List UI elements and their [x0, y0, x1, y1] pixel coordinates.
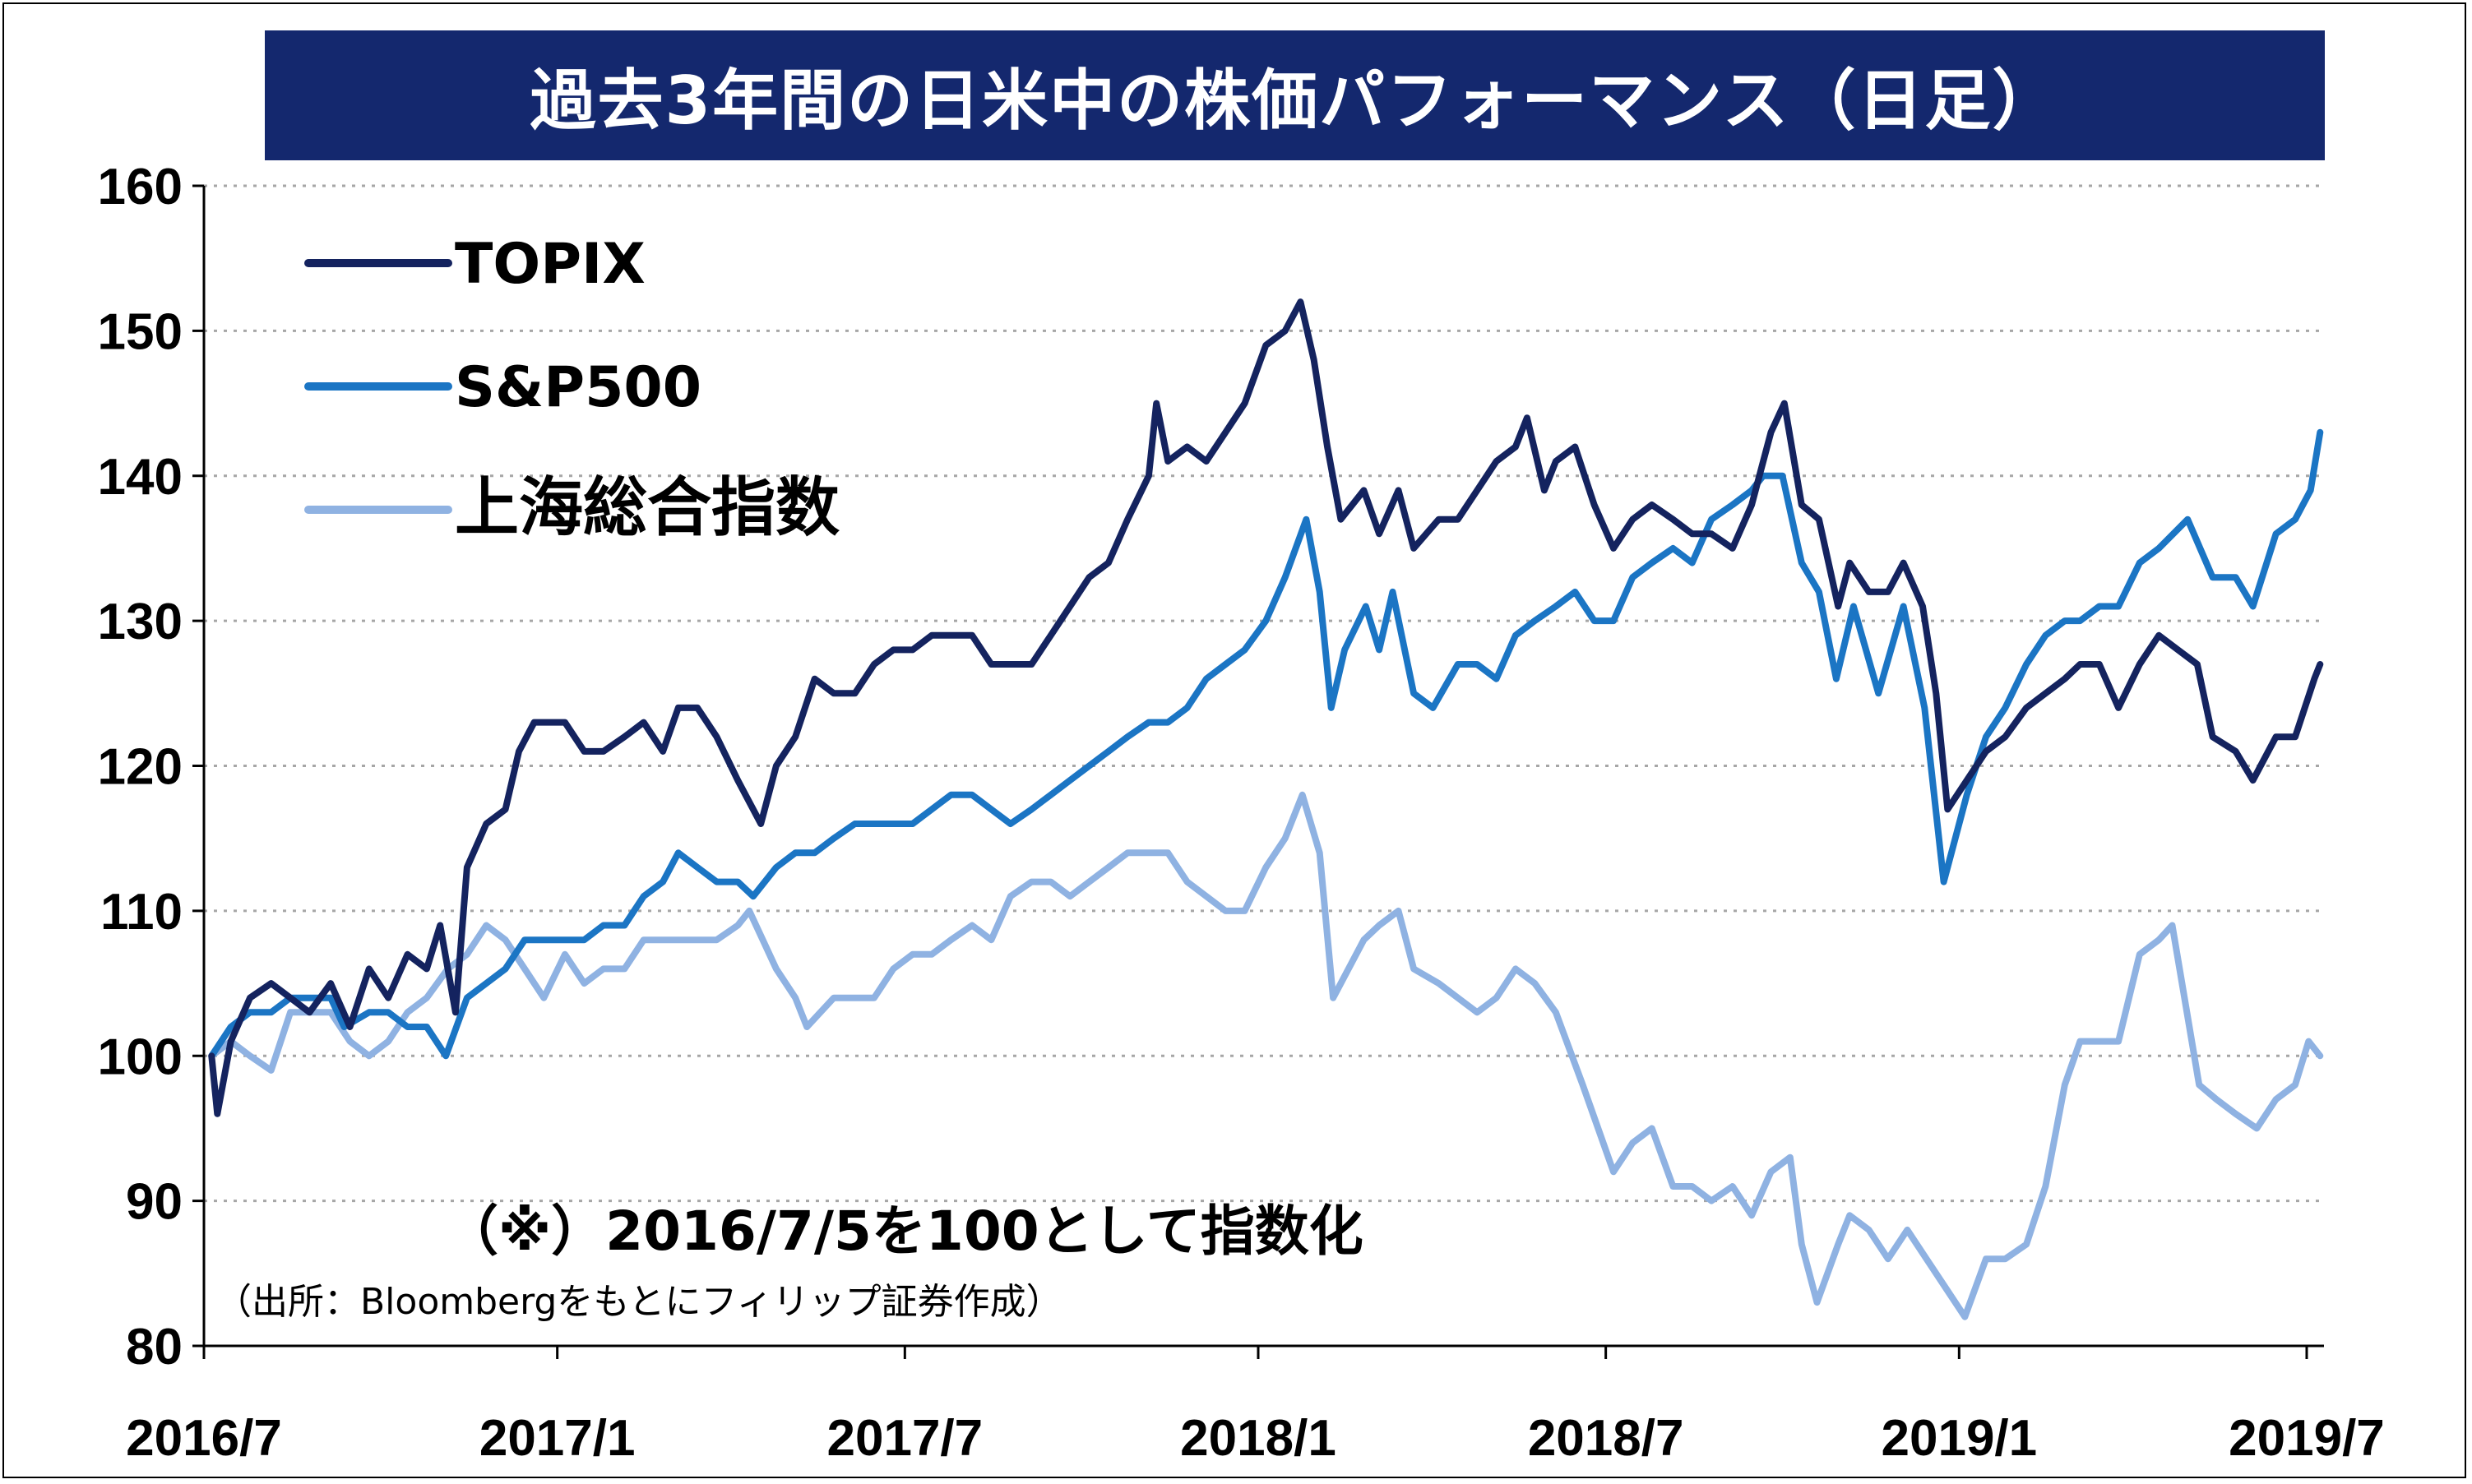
y-tick-label: 110 [100, 884, 183, 941]
y-tick-label: 90 [126, 1174, 183, 1231]
y-tick-label: 130 [98, 594, 183, 650]
chart-title: 過去3年間の日米中の株価パフォーマンス（日足） [530, 62, 2060, 139]
legend-label-1: S&P500 [455, 355, 701, 420]
legend: TOPIX S&P500 上海総合指数 [304, 232, 840, 545]
x-tick-label: 2018/7 [1528, 1410, 1684, 1467]
y-tick-label: 80 [126, 1319, 183, 1375]
legend-label-2: 上海総合指数 [455, 471, 840, 545]
x-tick-label: 2018/1 [1180, 1410, 1336, 1467]
x-tick-label: 2019/1 [1882, 1410, 2038, 1467]
series-lines [208, 298, 2324, 1320]
y-tick-label: 150 [98, 303, 183, 360]
y-tick-label: 140 [98, 449, 183, 506]
x-tick-label: 2016/7 [126, 1410, 282, 1467]
gridlines [204, 184, 2324, 1203]
series-line-0 [208, 298, 2324, 1117]
source-note: （出所：Bloombergをもとにフィリップ証券作成） [215, 1281, 1062, 1323]
title-bar: 過去3年間の日米中の株価パフォーマンス（日足） [265, 30, 2325, 160]
series-line-1 [208, 428, 2324, 1060]
x-tick-label: 2019/7 [2229, 1410, 2385, 1467]
y-ticks: 80 90 100 110 120 130 140 150 160 [98, 159, 204, 1375]
y-tick-label: 120 [98, 739, 183, 796]
x-tick-label: 2017/1 [479, 1410, 636, 1467]
legend-label-0: TOPIX [455, 232, 646, 297]
x-ticks: 2016/7 2017/1 2017/7 2018/1 2018/7 2019/1 2019… [126, 1346, 2385, 1467]
series-line-2 [208, 791, 2324, 1320]
y-tick-label: 100 [98, 1029, 183, 1085]
y-tick-label: 160 [98, 159, 183, 215]
x-tick-label: 2017/7 [827, 1410, 984, 1467]
index-note: （※）2016/7/5を100として指数化 [444, 1200, 1363, 1263]
